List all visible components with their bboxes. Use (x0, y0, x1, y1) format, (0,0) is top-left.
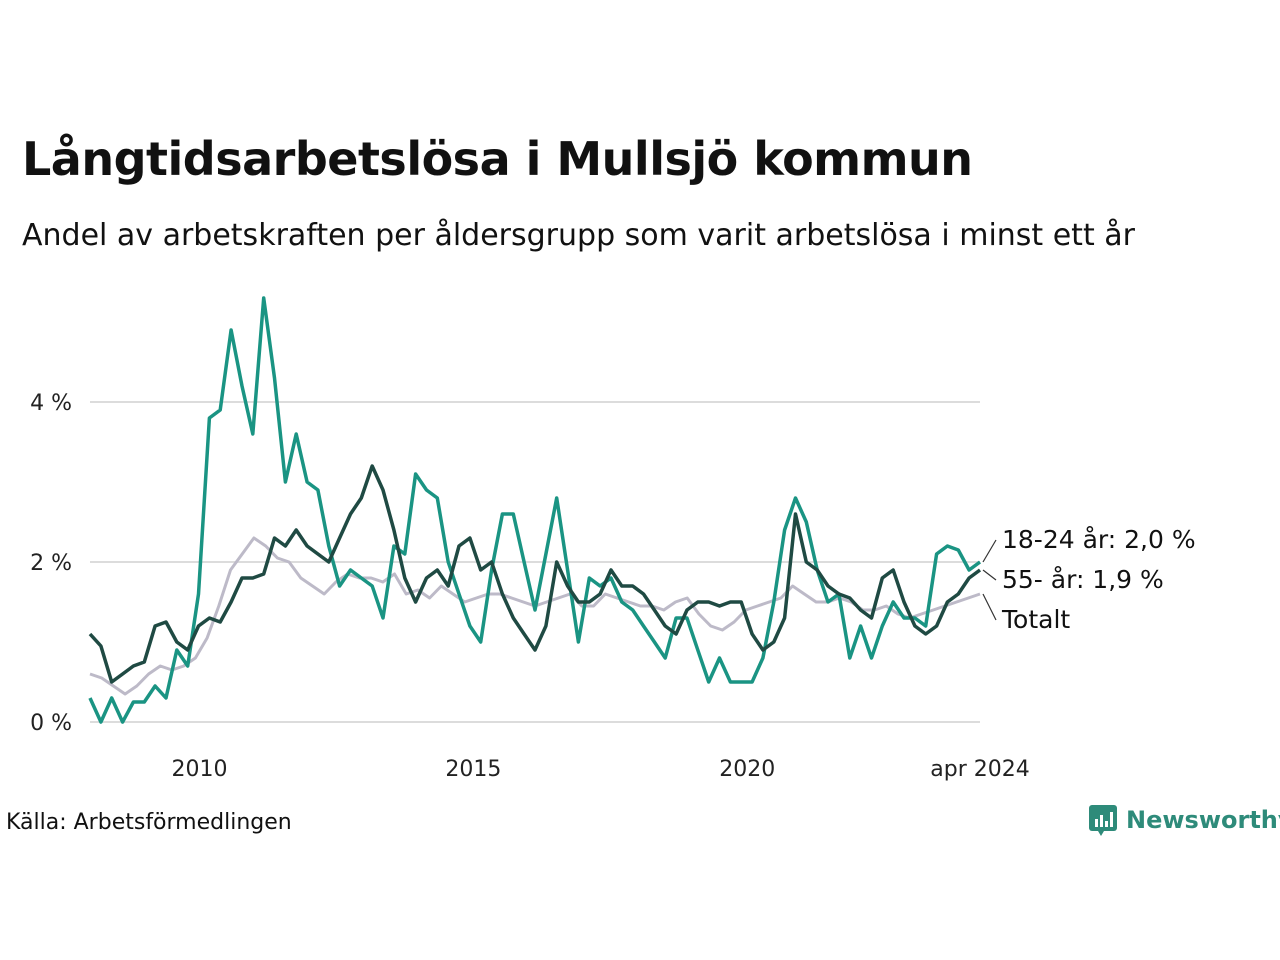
source-note: Källa: Arbetsförmedlingen (6, 810, 292, 835)
series-label-18-24-år: 18-24 år: 2,0 % (1002, 525, 1196, 554)
series-line-18-24-år (88, 296, 982, 724)
x-tick-label: 2010 (172, 757, 228, 782)
newsworthy-logo-text: Newsworthy (1126, 806, 1280, 834)
chart-title: Långtidsarbetslösa i Mullsjö kommun (22, 132, 973, 186)
chart-subtitle: Andel av arbetskraften per åldersgrupp s… (22, 218, 1135, 253)
series-label-Totalt: Totalt (1001, 605, 1070, 634)
newsworthy-logo[interactable]: Newsworthy (1088, 803, 1280, 837)
y-tick-label: 4 % (30, 391, 72, 416)
y-tick-label: 2 % (30, 551, 72, 576)
x-tick-label: 2020 (719, 757, 775, 782)
x-tick-label: 2015 (445, 757, 501, 782)
series-label-leader (982, 539, 997, 563)
newsworthy-logo-icon (1089, 805, 1117, 836)
y-tick-label: 0 % (30, 711, 72, 736)
x-tick-label: apr 2024 (930, 757, 1029, 782)
series-label-leader (982, 593, 997, 621)
series-label-55--år: 55- år: 1,9 % (1002, 565, 1164, 594)
series-line-55--år (88, 464, 982, 684)
series-label-leader (982, 569, 997, 581)
